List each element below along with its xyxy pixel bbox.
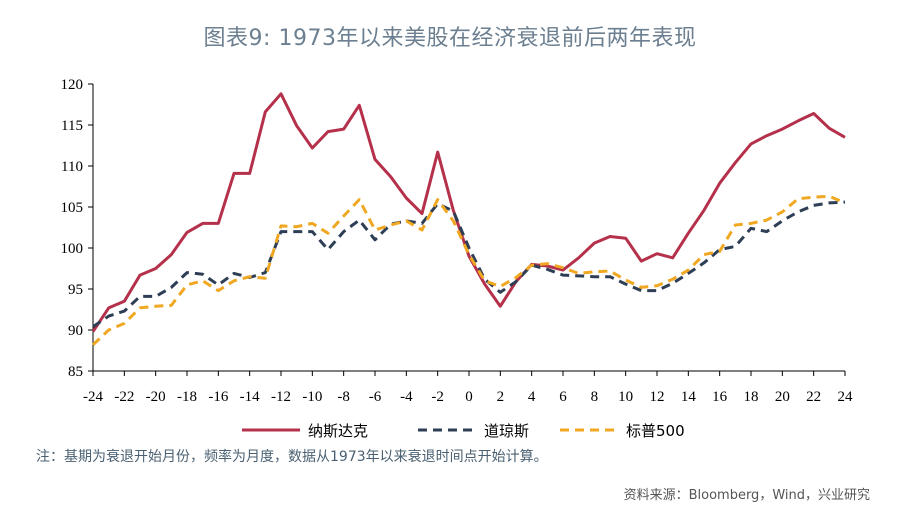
legend-item-nasdaq: 纳斯达克 (242, 422, 368, 440)
y-tick-label: 100 (61, 241, 84, 257)
y-tick-label: 120 (61, 77, 84, 93)
x-tick-label: -14 (240, 389, 260, 405)
x-tick-label: -16 (208, 389, 228, 405)
x-tick-label: -6 (369, 389, 382, 405)
x-tick-label: -10 (302, 389, 322, 405)
series-line-sp500 (91, 194, 846, 346)
y-tick-label: 110 (61, 159, 83, 175)
legend-label: 标普500 (626, 422, 685, 440)
chart-note: 注：基期为衰退开始月份，频率为月度，数据从1973年以来衰退时间点开始计算。 (36, 449, 548, 465)
series-line-nasdaq (91, 92, 846, 333)
x-tick-label: 4 (528, 389, 536, 405)
series-lines (91, 92, 846, 346)
x-tick-label: 12 (650, 389, 665, 405)
x-tick-label: 22 (806, 389, 821, 405)
x-tick-label: -18 (177, 389, 197, 405)
chart-source: 资料来源：Bloomberg，Wind，兴业研究 (623, 488, 870, 503)
x-tick-label: 20 (775, 389, 790, 405)
y-tick-label: 95 (68, 282, 83, 298)
x-tick-label: 6 (559, 389, 567, 405)
x-tick-label: 0 (465, 389, 473, 405)
y-tick-label: 105 (61, 200, 84, 216)
x-tick-label: -22 (114, 389, 134, 405)
y-tick-label: 90 (68, 323, 83, 339)
legend-label: 道琼斯 (484, 422, 529, 440)
x-tick-label: -24 (83, 389, 103, 405)
x-tick-label: 8 (591, 389, 599, 405)
legend-item-sp500: 标普500 (560, 422, 685, 440)
chart-title: 图表9: 1973年以来美股在经济衰退前后两年表现 (203, 26, 697, 51)
y-tick-label: 115 (61, 118, 83, 134)
x-tick-label: -2 (431, 389, 444, 405)
x-tick-label: 16 (712, 389, 728, 405)
x-tick-label: 18 (744, 389, 759, 405)
x-tick-label: -20 (146, 389, 166, 405)
x-tick-label: 2 (497, 389, 505, 405)
x-tick-label: -12 (271, 389, 291, 405)
legend: 纳斯达克 道琼斯 标普500 (242, 422, 685, 440)
series-line-dow-jones (92, 200, 846, 328)
x-tick-label: 10 (618, 389, 633, 405)
y-tick-label: 85 (68, 364, 83, 380)
x-tick-label: -8 (337, 389, 350, 405)
x-tick-label: -4 (400, 389, 413, 405)
legend-label: 纳斯达克 (308, 422, 368, 440)
legend-item-dow-jones: 道琼斯 (418, 422, 529, 440)
x-tick-label: 24 (838, 389, 854, 405)
x-tick-label: 14 (681, 389, 697, 405)
